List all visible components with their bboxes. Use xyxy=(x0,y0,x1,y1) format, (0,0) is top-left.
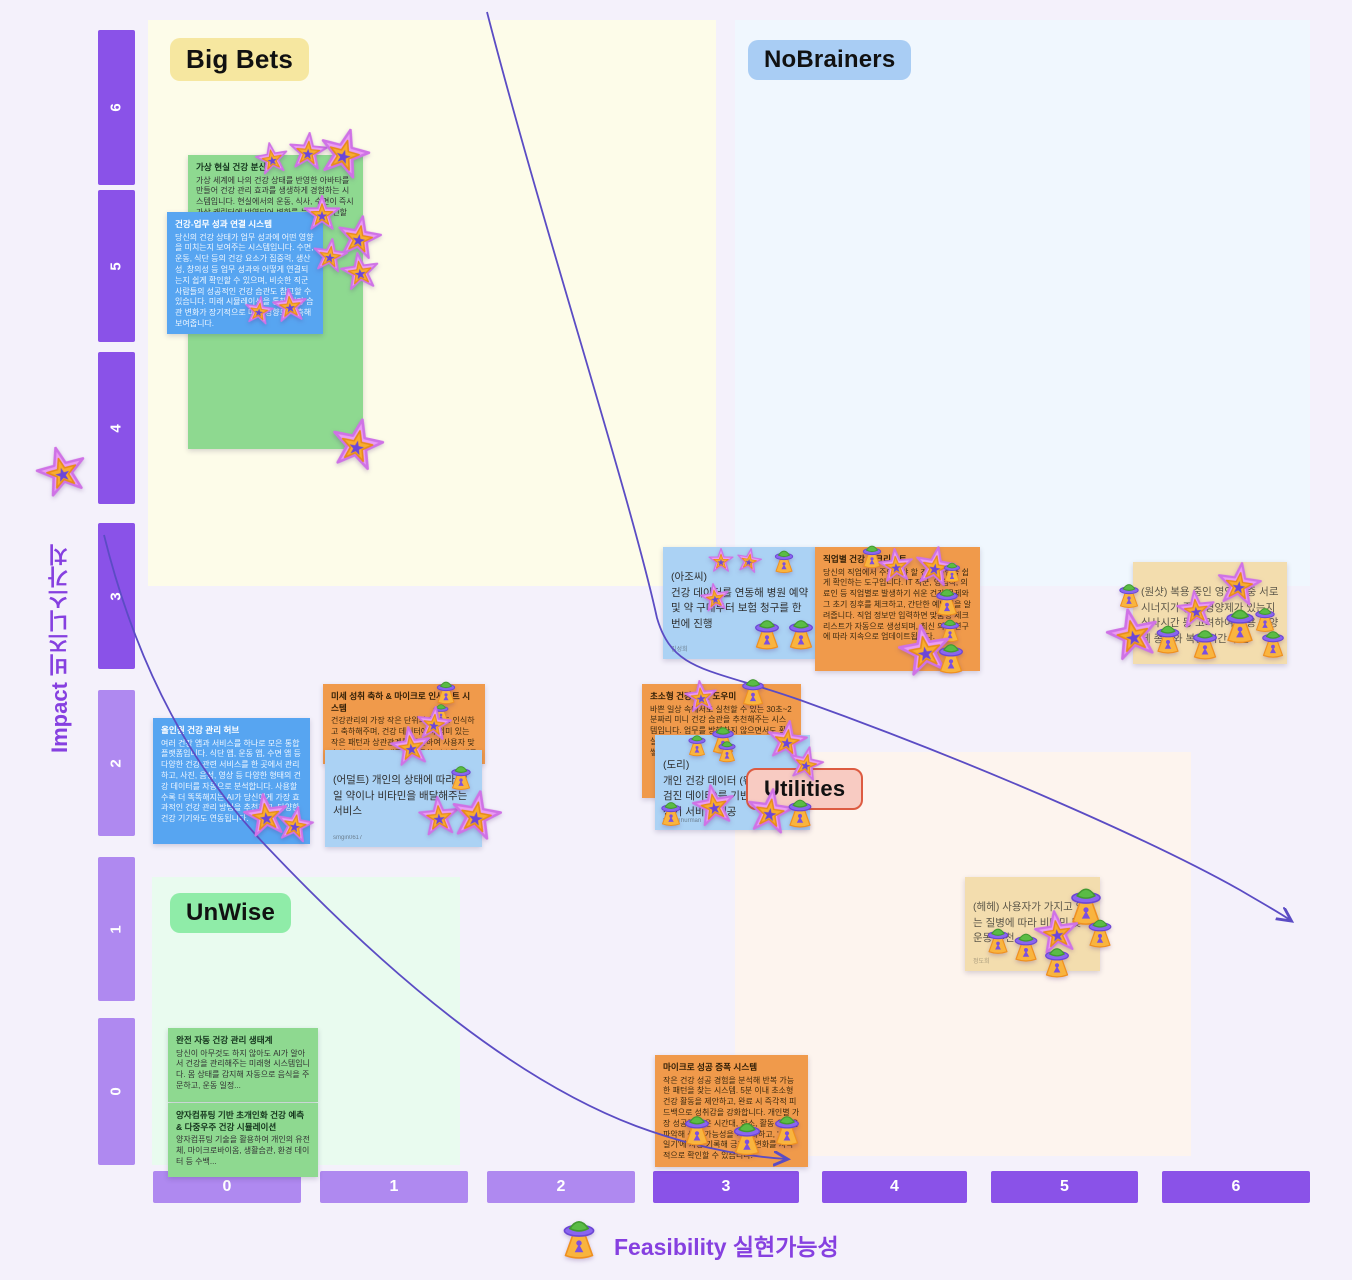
y-tick-1[interactable]: 1 xyxy=(98,857,135,1001)
ufo-sticker[interactable] xyxy=(712,734,742,764)
star-sticker[interactable] xyxy=(337,249,382,294)
label-nobrainers[interactable]: NoBrainers xyxy=(748,40,912,80)
ufo-sticker[interactable] xyxy=(676,1106,718,1148)
x-tick-2[interactable]: 2 xyxy=(487,1171,635,1203)
ufo-sticker[interactable] xyxy=(780,610,822,652)
ufo-sticker[interactable] xyxy=(1036,938,1078,980)
x-tick-1[interactable]: 1 xyxy=(320,1171,468,1203)
y-axis-label: Impact 비즈니스가치 xyxy=(47,543,72,753)
star-sticker[interactable] xyxy=(252,139,291,178)
y-tick-0[interactable]: 0 xyxy=(98,1018,135,1165)
ufo-sticker[interactable] xyxy=(1254,622,1292,660)
y-tick-5[interactable]: 5 xyxy=(98,190,135,342)
star-sticker[interactable] xyxy=(387,723,434,770)
ufo-sticker[interactable] xyxy=(1148,616,1188,656)
ufo-sticker[interactable] xyxy=(768,543,800,575)
note-auto-ecosystem[interactable]: 완전 자동 건강 관리 생태계 당신이 아무것도 하지 않아도 AI가 알아서 … xyxy=(168,1028,318,1102)
ufo-sticker[interactable] xyxy=(734,670,772,708)
star-sticker[interactable] xyxy=(698,581,732,615)
star-sticker[interactable] xyxy=(273,803,317,847)
star-sticker[interactable] xyxy=(734,546,764,576)
x-tick-6[interactable]: 6 xyxy=(1162,1171,1310,1203)
y-tick-3[interactable]: 3 xyxy=(98,523,135,669)
star-sticker[interactable] xyxy=(242,294,276,328)
star-sticker[interactable] xyxy=(876,546,915,585)
feasibility-ufo-icon xyxy=(552,1208,606,1262)
label-unwise[interactable]: UnWise xyxy=(170,893,291,933)
impact-star-icon xyxy=(30,440,94,504)
ufo-sticker[interactable] xyxy=(930,634,972,676)
y-tick-2[interactable]: 2 xyxy=(98,690,135,836)
x-tick-5[interactable]: 5 xyxy=(991,1171,1138,1203)
star-sticker[interactable] xyxy=(446,786,506,846)
star-sticker[interactable] xyxy=(270,286,310,326)
star-sticker[interactable] xyxy=(689,781,740,832)
x-axis-label: Feasibility 실현가능성 xyxy=(614,1234,839,1260)
star-sticker[interactable] xyxy=(325,413,389,477)
note-quantum-sim[interactable]: 양자컴퓨팅 기반 초개인화 건강 예측 & 다중우주 건강 시뮬레이션 양자컴퓨… xyxy=(168,1103,318,1177)
ufo-sticker[interactable] xyxy=(724,1112,770,1158)
x-tick-4[interactable]: 4 xyxy=(822,1171,967,1203)
ufo-sticker[interactable] xyxy=(1080,910,1120,950)
ufo-sticker[interactable] xyxy=(682,728,712,758)
y-tick-6[interactable]: 6 xyxy=(98,30,135,185)
quadrant-nobrainers xyxy=(735,20,1310,586)
star-sticker[interactable] xyxy=(708,548,734,574)
y-tick-4[interactable]: 4 xyxy=(98,352,135,504)
label-big-bets[interactable]: Big Bets xyxy=(170,38,310,81)
star-sticker[interactable] xyxy=(785,743,828,786)
ufo-sticker[interactable] xyxy=(766,1106,808,1148)
star-sticker[interactable] xyxy=(303,195,341,233)
star-sticker[interactable] xyxy=(682,678,719,715)
ufo-sticker[interactable] xyxy=(654,794,688,828)
ufo-sticker[interactable] xyxy=(780,790,820,830)
x-tick-3[interactable]: 3 xyxy=(653,1171,799,1203)
